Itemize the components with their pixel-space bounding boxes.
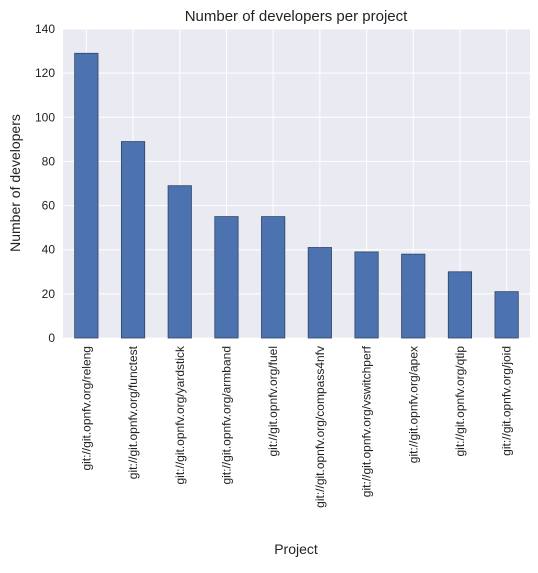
x-tick-labels: git://git.opnfv.org/releng git://git.opnf… bbox=[79, 345, 513, 508]
chart-title: Number of developers per project bbox=[185, 8, 408, 25]
x-tick-label: git://git.opnfv.org/yardstick bbox=[173, 345, 187, 485]
bar bbox=[401, 253, 426, 339]
y-tick-labels: 0 20 40 60 80 100 120 140 bbox=[35, 22, 55, 345]
x-tick-label: git://git.opnfv.org/armband bbox=[219, 346, 233, 485]
bar bbox=[120, 141, 146, 339]
y-tick-label: 0 bbox=[48, 331, 55, 345]
bar bbox=[307, 247, 332, 339]
x-tick-label: git://git.opnfv.org/releng bbox=[79, 346, 93, 471]
y-tick-label: 140 bbox=[35, 22, 55, 36]
bars bbox=[74, 52, 519, 339]
bar bbox=[74, 52, 99, 339]
bar bbox=[167, 185, 192, 339]
x-tick-label: git://git.opnfv.org/fuel bbox=[266, 346, 280, 457]
y-tick-label: 100 bbox=[35, 110, 55, 124]
x-tick-label: git://git.opnfv.org/apex bbox=[406, 346, 420, 463]
bar bbox=[447, 271, 473, 339]
y-tick-label: 120 bbox=[35, 66, 55, 80]
y-tick-label: 20 bbox=[42, 287, 56, 301]
y-tick-label: 60 bbox=[42, 199, 56, 213]
x-tick-label: git://git.opnfv.org/compass4nfv bbox=[313, 346, 327, 508]
x-axis-label: Project bbox=[274, 541, 318, 557]
bar bbox=[261, 216, 286, 339]
x-tick-label: git://git.opnfv.org/vswitchperf bbox=[360, 345, 374, 497]
y-tick-label: 80 bbox=[42, 154, 56, 168]
bar bbox=[214, 216, 239, 339]
x-tick-label: git://git.opnfv.org/joid bbox=[500, 346, 514, 456]
x-tick-label: git://git.opnfv.org/qtip bbox=[453, 346, 467, 457]
bar bbox=[354, 251, 379, 339]
x-tick-label: git://git.opnfv.org/functest bbox=[126, 345, 140, 479]
y-axis-label: Number of developers bbox=[7, 114, 23, 252]
y-tick-label: 40 bbox=[42, 243, 56, 257]
bar bbox=[494, 291, 519, 339]
